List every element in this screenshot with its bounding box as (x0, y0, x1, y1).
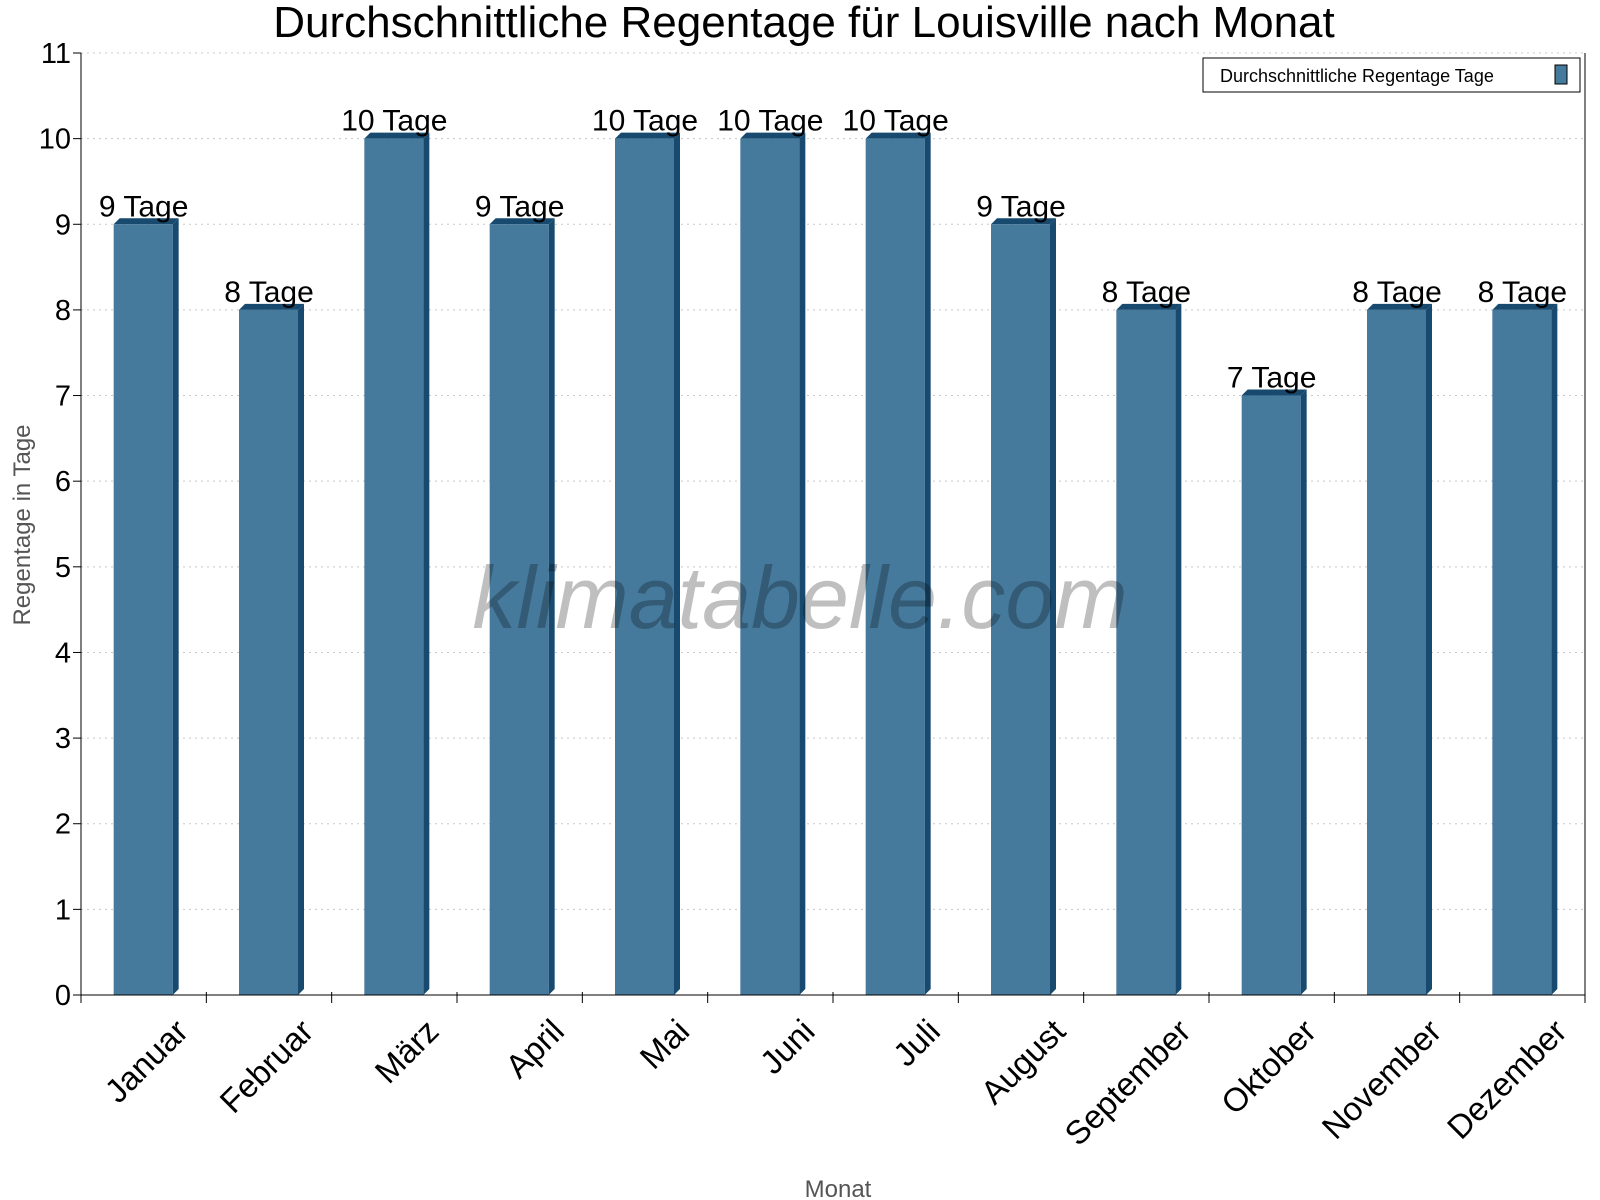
x-tick-label: Oktober (1214, 1012, 1323, 1121)
bar-side (674, 132, 680, 996)
data-label: 8 Tage (1478, 276, 1568, 309)
y-tick-label: 3 (55, 723, 71, 755)
bar (113, 224, 173, 996)
bar (991, 224, 1050, 996)
bar (865, 138, 925, 996)
data-label: 8 Tage (1352, 276, 1442, 309)
y-tick-label: 2 (55, 809, 71, 841)
x-tick-label: August (973, 1012, 1072, 1111)
data-label: 8 Tage (224, 276, 314, 309)
bar-top (615, 132, 680, 139)
bar (1116, 309, 1176, 996)
bar (1241, 395, 1301, 996)
y-tick-label: 4 (55, 637, 71, 669)
x-tick-label: Dezember (1440, 1012, 1574, 1146)
watermark: klimatabelle.com (472, 548, 1127, 647)
y-tick-label: 8 (55, 295, 71, 327)
x-tick-label: Februar (212, 1012, 320, 1120)
bar-top (740, 132, 806, 139)
bar-top (364, 132, 430, 139)
legend-swatch (1554, 64, 1568, 85)
data-label: 8 Tage (1102, 276, 1192, 309)
y-tick-label: 5 (55, 552, 71, 584)
bar-top (1492, 303, 1558, 310)
x-tick-label: November (1314, 1012, 1448, 1146)
data-label: 10 Tage (592, 105, 698, 138)
bar-side (548, 218, 555, 996)
bar-top (991, 218, 1056, 225)
data-label: 9 Tage (976, 190, 1066, 223)
x-tick-label: März (368, 1012, 446, 1090)
bar-side (924, 132, 931, 996)
bar-side (1551, 303, 1558, 996)
bar-side (1300, 389, 1307, 996)
x-tick-label: Juli (886, 1012, 947, 1073)
bar (489, 224, 549, 996)
bar (615, 138, 674, 996)
bar-top (1241, 389, 1307, 396)
bar-side (1426, 303, 1432, 996)
data-label: 9 Tage (99, 190, 189, 223)
bar-side (799, 132, 806, 996)
data-label: 10 Tage (717, 105, 823, 138)
y-axis-label: Regentage in Tage (9, 424, 36, 625)
bar-top (865, 132, 931, 139)
bar (239, 309, 298, 996)
chart-title: Durchschnittliche Regentage für Louisvil… (273, 0, 1334, 47)
y-tick-label: 10 (39, 124, 71, 156)
y-tick-label: 9 (55, 209, 71, 241)
bar-side (1050, 218, 1056, 996)
y-tick-label: 7 (55, 381, 71, 413)
legend-box (1202, 57, 1581, 93)
bar-top (239, 303, 304, 310)
x-tick-label: Mai (633, 1012, 697, 1076)
data-label: 10 Tage (341, 105, 447, 138)
data-label: 9 Tage (475, 190, 565, 223)
bar-side (298, 303, 304, 996)
y-tick-label: 0 (55, 980, 71, 1012)
legend-label: Durchschnittliche Regentage Tage (1220, 66, 1494, 86)
data-label: 7 Tage (1227, 362, 1317, 395)
bar-side (172, 218, 179, 996)
bar (740, 138, 800, 996)
bar-side (1175, 303, 1182, 996)
bar (1367, 309, 1426, 996)
bar-side (423, 132, 430, 996)
bar-top (489, 218, 555, 225)
bar-top (1116, 303, 1182, 310)
x-tick-label: September (1057, 1012, 1197, 1152)
data-label: 10 Tage (843, 105, 949, 138)
y-tick-label: 6 (55, 466, 71, 498)
y-tick-label: 11 (41, 38, 71, 70)
bar-top (113, 218, 179, 225)
x-axis-label: Monat (805, 1176, 872, 1200)
bar (1492, 309, 1552, 996)
x-tick-label: April (498, 1012, 571, 1085)
legend: Durchschnittliche Regentage Tage (1202, 57, 1581, 93)
bar-top (1367, 303, 1432, 310)
x-tick-label: Juni (753, 1012, 822, 1081)
x-tick-label: Januar (97, 1012, 195, 1110)
bar (364, 138, 424, 996)
y-tick-label: 1 (55, 894, 71, 926)
